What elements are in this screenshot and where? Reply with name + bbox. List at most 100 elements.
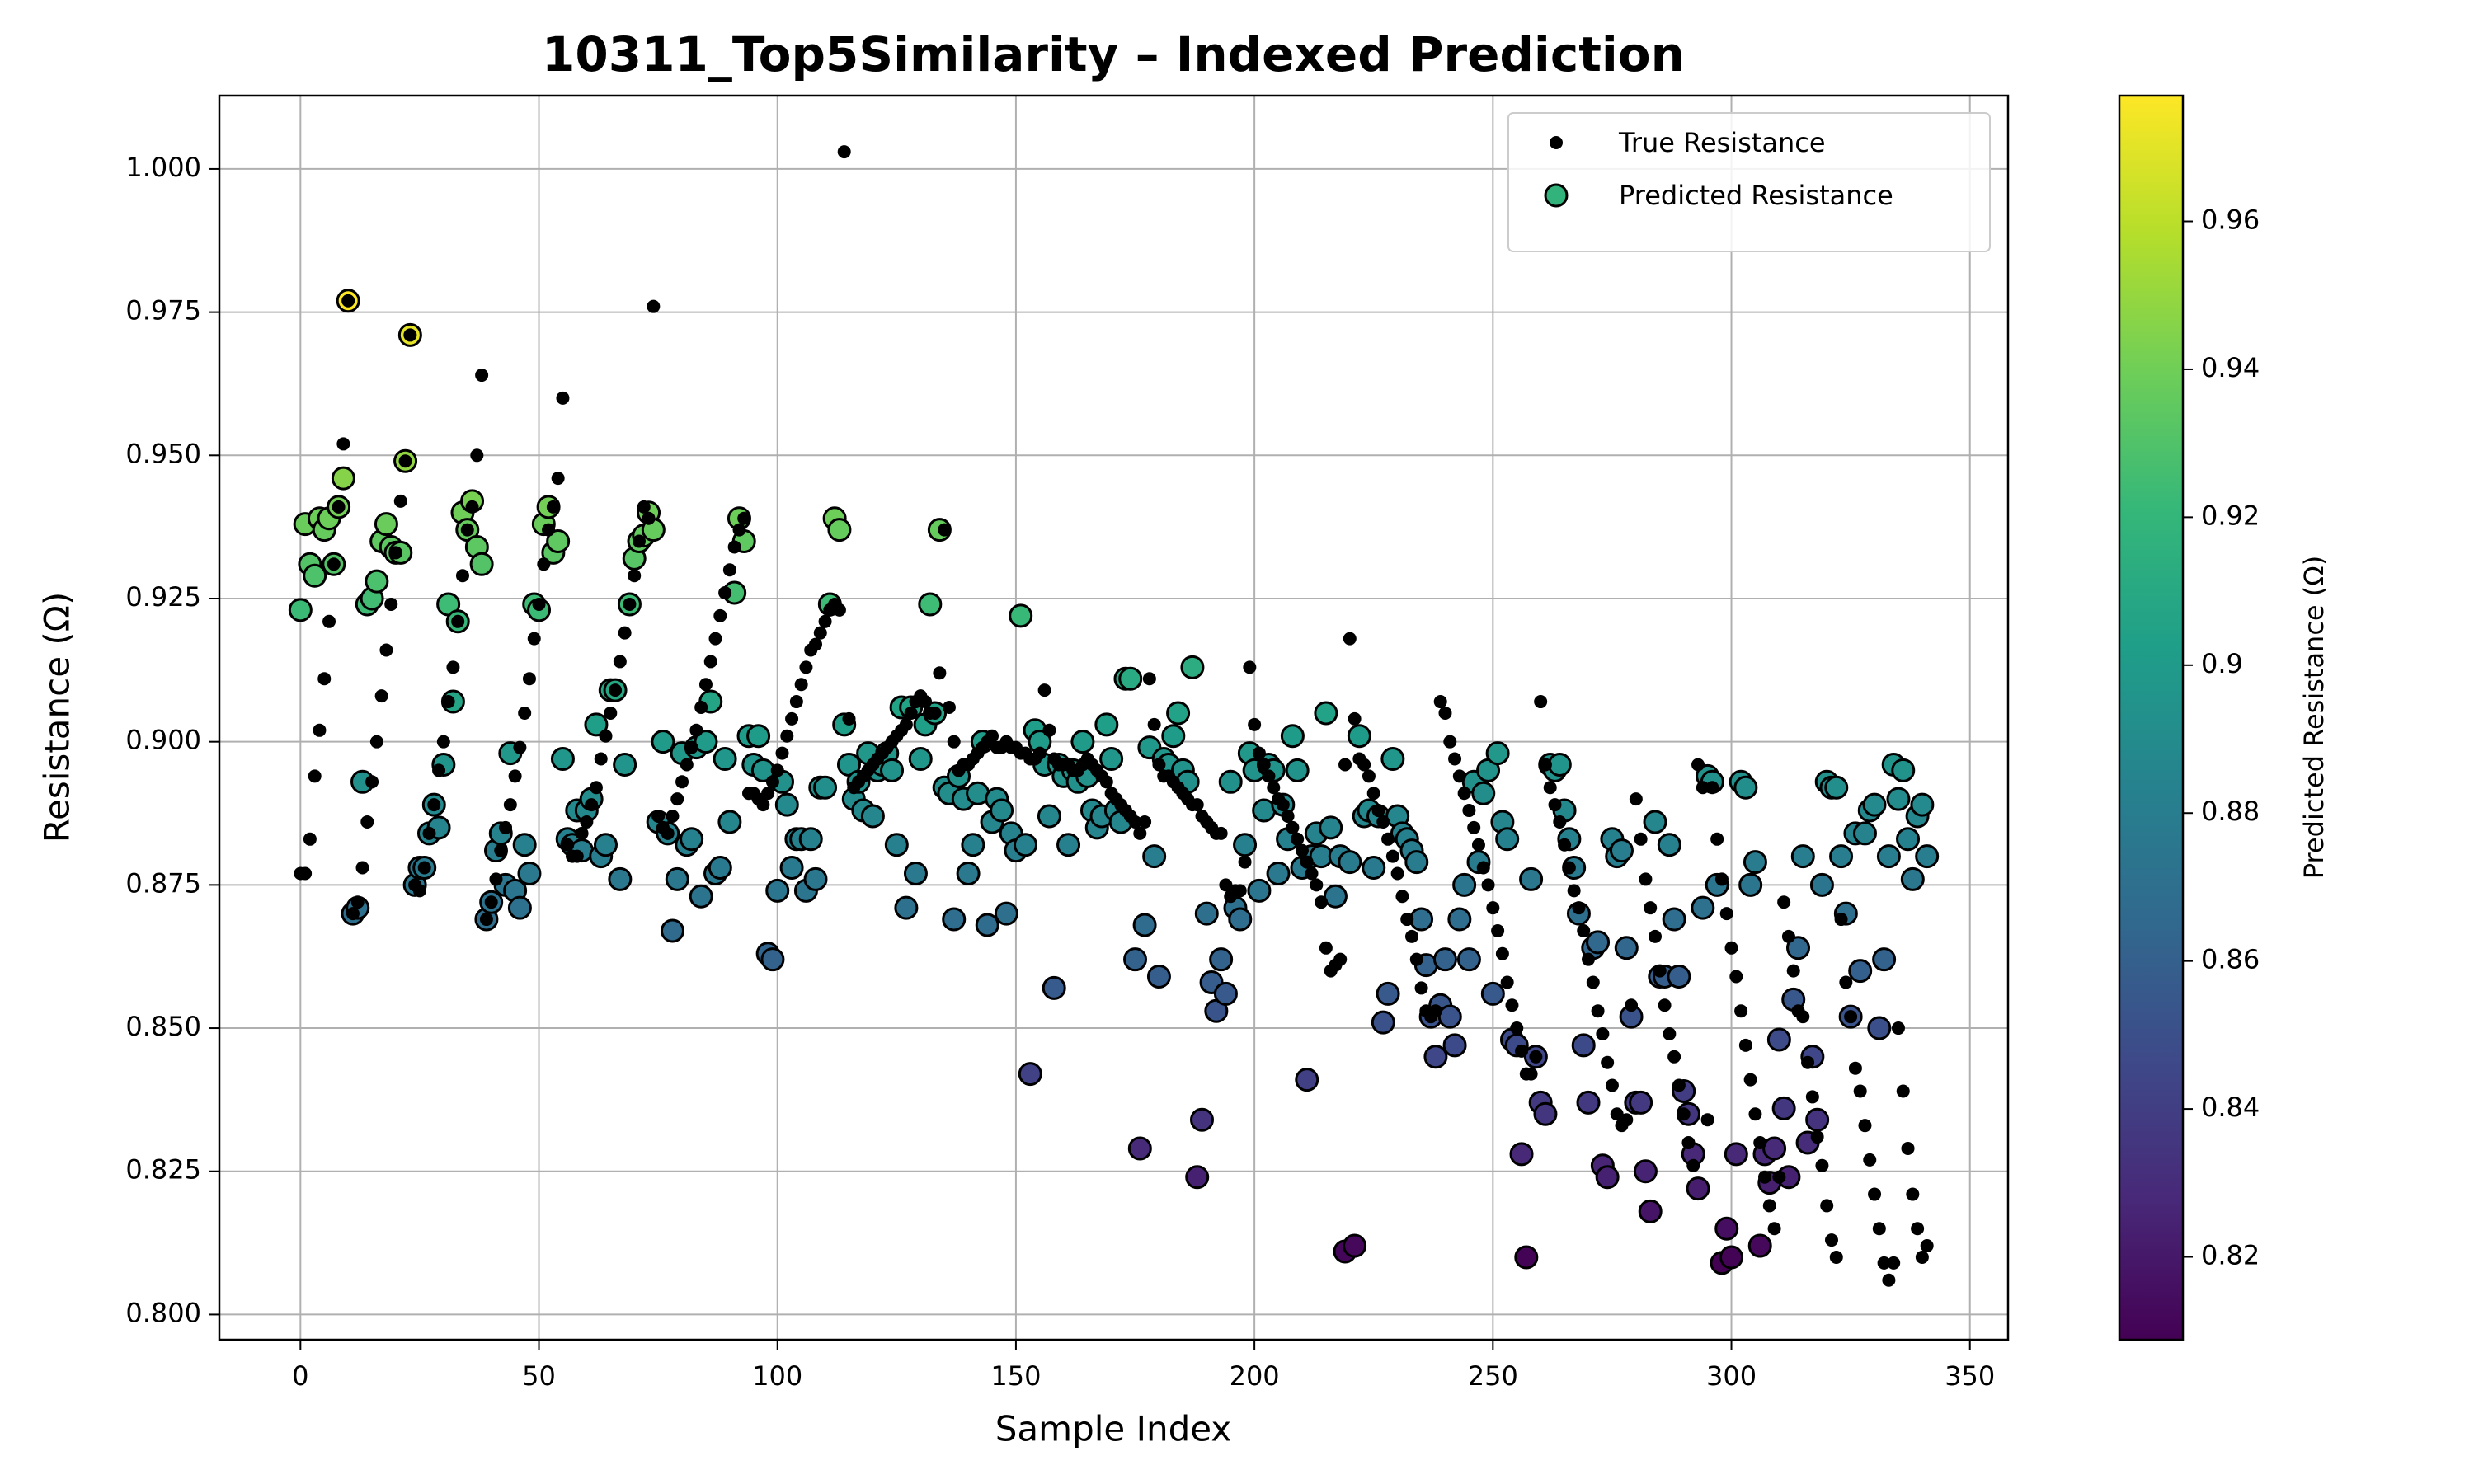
point xyxy=(1886,787,1911,811)
point xyxy=(1471,838,1485,852)
point xyxy=(489,872,503,886)
point xyxy=(628,569,642,583)
legend-box xyxy=(1507,112,1991,252)
colorbar-tick-label: 0.96 xyxy=(2201,204,2260,236)
point xyxy=(355,861,369,875)
point xyxy=(1639,872,1653,886)
point xyxy=(1338,850,1362,875)
point xyxy=(1400,913,1414,927)
point xyxy=(1868,1187,1882,1201)
point xyxy=(1911,1222,1925,1236)
point xyxy=(1634,832,1648,846)
point xyxy=(1486,901,1500,915)
point xyxy=(1691,758,1705,772)
point xyxy=(1719,1245,1744,1270)
point xyxy=(365,775,379,789)
legend-marker xyxy=(1544,183,1569,208)
point xyxy=(1734,1004,1748,1018)
point xyxy=(689,884,713,909)
point xyxy=(774,792,799,817)
colorbar-tick-label: 0.9 xyxy=(2201,648,2243,679)
point xyxy=(1142,844,1167,869)
point xyxy=(928,706,942,720)
point xyxy=(1099,775,1113,789)
point xyxy=(1738,1038,1752,1052)
point xyxy=(1128,815,1142,829)
point xyxy=(1915,844,1940,869)
point xyxy=(1452,769,1466,783)
point xyxy=(1371,1010,1395,1035)
legend-marker xyxy=(1550,136,1563,149)
point xyxy=(1567,884,1581,898)
colorbar-tick-label: 0.86 xyxy=(2201,944,2260,975)
point xyxy=(1127,1136,1152,1161)
point xyxy=(1300,855,1314,869)
point xyxy=(1347,724,1371,749)
point xyxy=(1495,946,1509,960)
point xyxy=(1691,895,1715,920)
point xyxy=(1276,798,1290,812)
point xyxy=(765,878,790,903)
point xyxy=(1738,872,1763,897)
point xyxy=(589,781,603,795)
point xyxy=(322,614,336,628)
point xyxy=(1456,947,1481,972)
point xyxy=(341,294,355,308)
point xyxy=(393,494,407,508)
point xyxy=(647,299,661,313)
point xyxy=(727,540,741,554)
point xyxy=(1495,827,1520,852)
point xyxy=(1667,965,1691,989)
point xyxy=(760,947,785,972)
point xyxy=(1462,804,1476,818)
point xyxy=(1724,1142,1748,1167)
point xyxy=(303,563,327,588)
point xyxy=(1681,1136,1696,1150)
point xyxy=(1190,798,1204,812)
point xyxy=(1228,907,1253,932)
point xyxy=(432,763,446,777)
point xyxy=(1547,752,1572,777)
point xyxy=(556,391,570,405)
y-tick-label: 0.875 xyxy=(125,867,201,899)
point xyxy=(1700,1113,1714,1127)
x-tick-label: 300 xyxy=(1706,1360,1757,1392)
point xyxy=(1601,1055,1615,1069)
point xyxy=(1056,833,1081,857)
point xyxy=(1247,878,1272,903)
point xyxy=(1166,701,1191,726)
point xyxy=(1395,890,1409,904)
point xyxy=(1433,695,1447,709)
point xyxy=(1118,666,1143,691)
point xyxy=(1209,947,1234,972)
point xyxy=(1333,952,1348,966)
point xyxy=(1409,952,1423,966)
point xyxy=(1286,820,1300,834)
point xyxy=(350,895,365,909)
point xyxy=(1614,936,1639,960)
point xyxy=(1805,1090,1819,1104)
point xyxy=(899,717,913,731)
point xyxy=(813,775,838,800)
point xyxy=(809,637,822,651)
point xyxy=(1820,1199,1834,1213)
point xyxy=(689,723,703,737)
point xyxy=(1291,832,1305,846)
point xyxy=(1648,929,1662,943)
point xyxy=(1310,878,1324,892)
y-tick-label: 0.825 xyxy=(125,1154,201,1186)
point xyxy=(288,598,313,622)
point xyxy=(908,747,933,772)
point xyxy=(613,752,637,777)
point xyxy=(1323,884,1348,909)
point xyxy=(446,660,460,674)
point xyxy=(780,729,794,743)
point xyxy=(680,758,694,772)
point xyxy=(1582,952,1596,966)
point xyxy=(537,557,551,571)
point xyxy=(580,815,594,829)
point xyxy=(1524,1067,1538,1081)
point xyxy=(412,884,426,898)
point xyxy=(1343,1233,1367,1258)
point xyxy=(585,798,599,812)
